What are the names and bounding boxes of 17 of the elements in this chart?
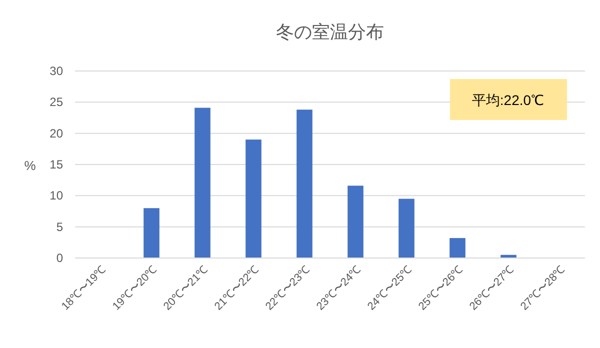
y-tick-label: 30 — [50, 64, 64, 78]
y-tick-label: 20 — [50, 126, 64, 140]
y-axis-title: % — [24, 158, 36, 173]
bar — [348, 186, 364, 258]
bar — [450, 238, 466, 258]
chart-title: 冬の室温分布 — [276, 22, 384, 42]
y-tick-label: 25 — [50, 95, 64, 110]
y-tick-label: 5 — [56, 220, 64, 234]
bar — [296, 110, 312, 258]
annotation: 平均:22.0℃ — [472, 92, 544, 108]
y-tick-label: 0 — [56, 251, 64, 265]
bar — [398, 198, 414, 258]
y-tick-label: 15 — [50, 158, 64, 172]
bar — [194, 108, 210, 258]
bar — [144, 208, 160, 258]
bar — [246, 140, 262, 258]
y-tick-label: 10 — [50, 188, 64, 203]
